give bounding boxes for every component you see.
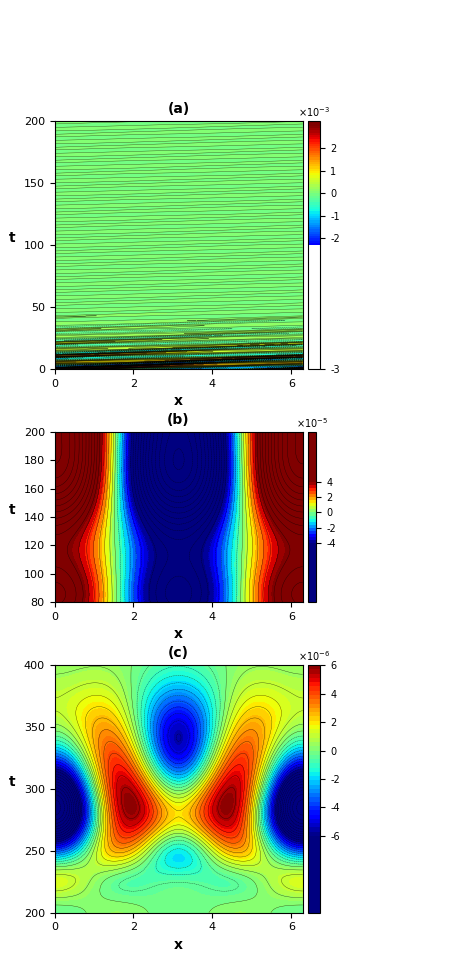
- X-axis label: x: x: [174, 938, 183, 952]
- Y-axis label: t: t: [9, 231, 16, 246]
- X-axis label: x: x: [174, 394, 183, 408]
- Title: (c): (c): [168, 646, 189, 660]
- Title: (a): (a): [167, 102, 190, 117]
- X-axis label: x: x: [174, 627, 183, 641]
- Y-axis label: t: t: [9, 775, 16, 788]
- Title: $\times 10^{-6}$: $\times 10^{-6}$: [298, 650, 330, 663]
- Title: (b): (b): [167, 413, 190, 427]
- Title: $\times 10^{-5}$: $\times 10^{-5}$: [296, 417, 328, 430]
- Title: $\times 10^{-3}$: $\times 10^{-3}$: [298, 106, 330, 119]
- Y-axis label: t: t: [9, 503, 16, 517]
